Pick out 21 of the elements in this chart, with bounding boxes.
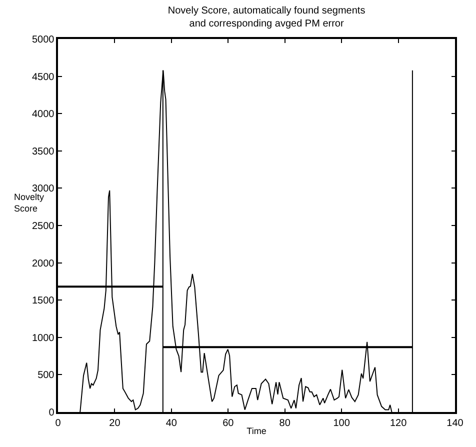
y-tick-label: 4500 [32, 72, 55, 83]
y-tick-label: 500 [38, 370, 55, 382]
y-tick-label: 0 [48, 408, 55, 418]
y-tick-label: 5000 [32, 34, 55, 46]
y-tick-label: 3500 [32, 146, 55, 158]
x-axis-title: Time [246, 426, 266, 436]
y-tick-label: 4000 [32, 109, 55, 120]
y-axis-title: Novelty Score [14, 192, 45, 214]
x-tick-label: 40 [166, 418, 178, 429]
x-tick-label: 120 [390, 418, 408, 429]
x-tick-label: 140 [446, 418, 464, 429]
x-tick-label: 20 [109, 418, 121, 429]
x-tick-label: 60 [222, 418, 234, 429]
y-tick-label: 2500 [32, 221, 55, 232]
chart-title: Novely Score, automatically found segments and corresponding avged PM error [168, 5, 366, 30]
x-tick-label: 80 [279, 418, 291, 429]
y-tick-label: 3000 [32, 184, 55, 195]
y-tick-label: 2000 [32, 258, 55, 270]
y-tick-label: 1500 [32, 296, 55, 307]
y-tick-label: 1000 [32, 332, 55, 344]
x-tick-label: 100 [333, 418, 350, 429]
